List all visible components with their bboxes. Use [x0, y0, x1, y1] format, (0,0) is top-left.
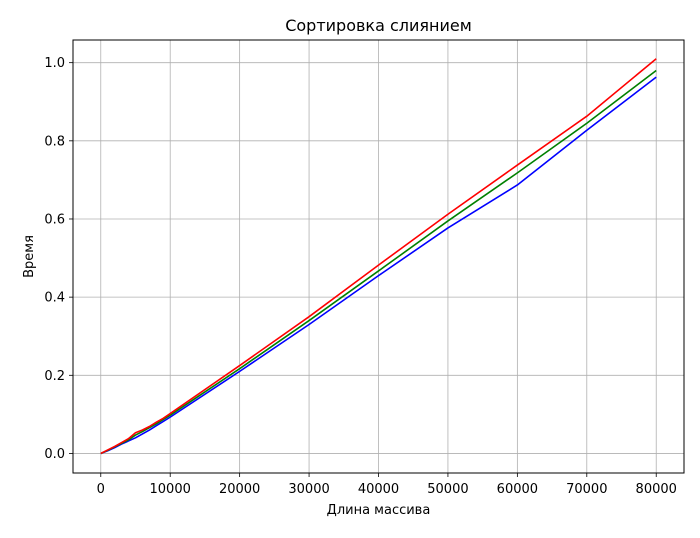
y-tick-label: 0.6 [44, 212, 65, 227]
axis-ticks: 0 10000 20000 30000 40000 50000 60000 70000 8000… [44, 56, 677, 497]
series-line-3 [100, 58, 657, 455]
x-tick-label: 0 [97, 482, 105, 497]
x-axis-label: Длина массива [327, 503, 431, 518]
y-tick-label: 1.0 [44, 56, 65, 71]
x-tick-label: 50000 [427, 482, 468, 497]
x-tick-label: 80000 [636, 482, 677, 497]
grid [73, 40, 684, 473]
y-tick-label: 0.8 [44, 134, 65, 149]
x-tick-label: 20000 [219, 482, 260, 497]
x-tick-label: 60000 [497, 482, 538, 497]
y-tick-label: 0.0 [44, 447, 65, 462]
series-lines [100, 58, 657, 455]
y-tick-label: 0.4 [44, 291, 65, 306]
chart-title: Сортировка слиянием [285, 16, 472, 35]
x-tick-label: 40000 [358, 482, 399, 497]
y-tick-label: 0.2 [44, 369, 65, 384]
x-tick-label: 10000 [150, 482, 191, 497]
y-axis-label: Время [22, 235, 37, 278]
x-tick-label: 30000 [288, 482, 329, 497]
x-tick-label: 70000 [566, 482, 607, 497]
